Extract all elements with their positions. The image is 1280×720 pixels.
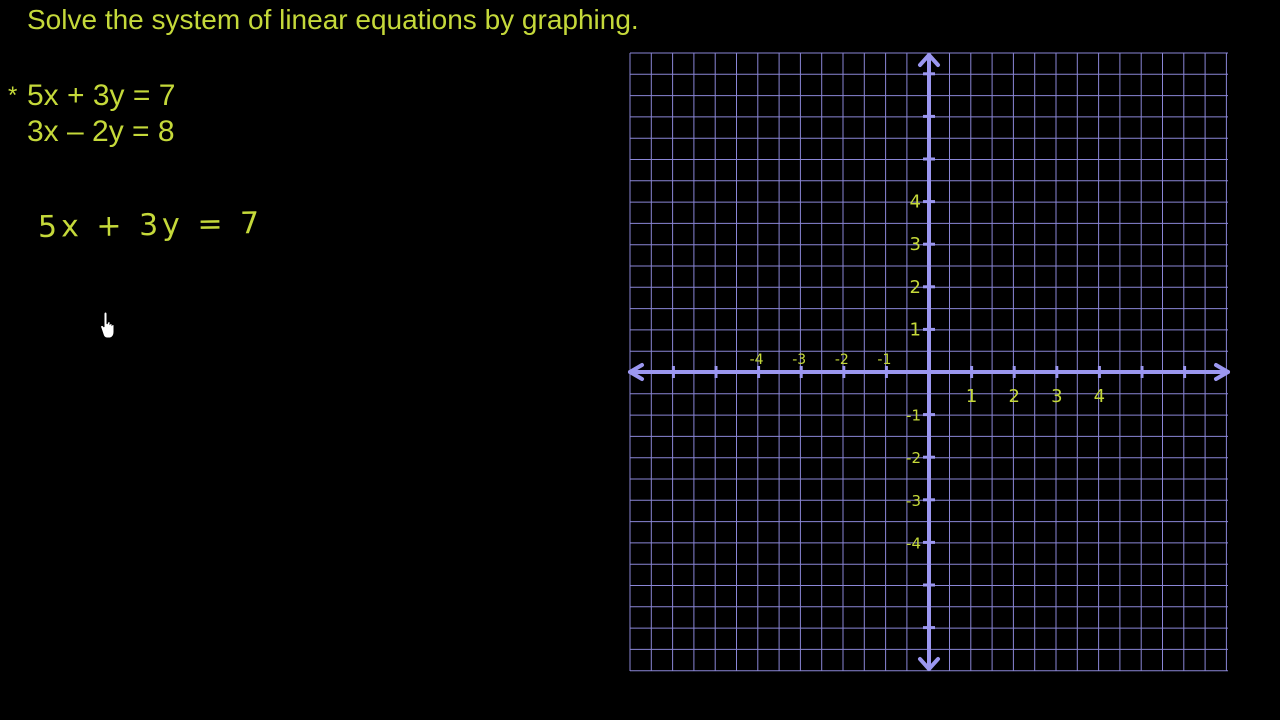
y-tick-label: 2 [910,277,921,298]
equation-1: 5x + 3y = 7 [27,79,176,112]
y-tick-label: 3 [910,234,921,255]
x-tick-label: 3 [1051,386,1062,407]
axes [628,53,1230,671]
y-tick-label: -3 [906,492,921,510]
y-axis-down-arrow [918,657,940,671]
y-tick-label: 1 [910,319,921,340]
x-tick-label: -1 [877,352,891,368]
tick-labels: -4 -3 -2 -1 1 2 3 4 4 3 2 1 -1 -2 -3 -4 [750,192,1106,553]
y-axis-up-arrow [918,53,940,67]
x-tick-label: -3 [792,352,806,368]
hand-pointer-icon [100,312,115,339]
y-tick-label: 4 [910,192,921,213]
equation-2: 3x – 2y = 8 [27,115,175,148]
y-tick-label: -1 [906,407,921,425]
x-tick-label: 4 [1094,386,1105,407]
x-tick-label: -4 [750,352,764,368]
star-mark: * [8,82,18,109]
x-axis-left-arrow [628,363,644,381]
x-tick-label: 1 [966,386,977,407]
y-tick-label: -2 [906,449,921,467]
x-tick-label: -2 [835,352,849,368]
x-tick-label: 2 [1008,386,1019,407]
y-tick-label: -4 [906,534,921,552]
problem-title: Solve the system of linear equations by … [27,4,639,35]
x-axis-right-arrow [1214,363,1230,381]
